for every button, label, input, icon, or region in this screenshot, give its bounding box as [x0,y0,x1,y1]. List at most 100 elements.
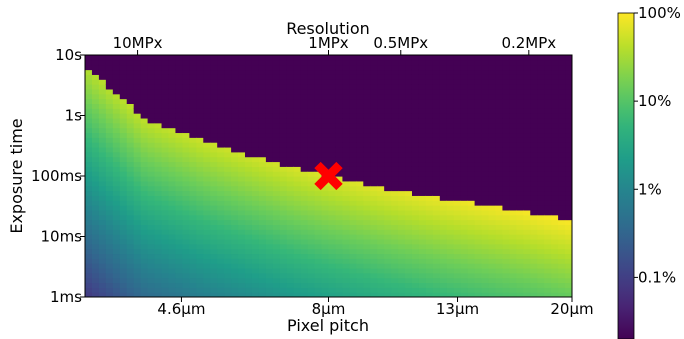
heatmap-cell [558,84,566,90]
heatmap-cell [238,209,246,216]
heatmap-cell [384,74,392,80]
heatmap-cell [460,272,469,279]
heatmap-cell [439,79,448,85]
heatmap-cell [384,214,392,221]
heatmap-cell [210,166,218,172]
heatmap-cell [210,93,218,100]
heatmap-cell [488,195,497,201]
heatmap-cell [544,161,552,167]
heatmap-cell [530,190,538,196]
heatmap-cell [335,161,344,167]
heatmap-cell [509,238,517,245]
heatmap-cell [467,180,476,187]
heatmap-cell [384,122,392,129]
heatmap-cell [231,219,239,225]
heatmap-cell [446,132,455,138]
heatmap-cell [391,142,399,148]
heatmap-cell [85,132,93,138]
heatmap-cell [300,229,309,235]
heatmap-cell [245,88,253,95]
heatmap-cell [112,282,121,288]
heatmap-cell [495,180,504,187]
heatmap-cell [91,219,100,225]
heatmap-cell [314,248,323,255]
heatmap-cell [251,287,260,293]
heatmap-cell [203,209,211,216]
heatmap-cell [551,224,559,230]
heatmap-cell [335,292,344,297]
heatmap-cell [210,229,218,235]
heatmap-cell [425,132,434,138]
heatmap-cell [217,253,225,259]
heatmap-cell [258,180,267,187]
heatmap-cell [203,171,211,177]
heatmap-cell [342,224,350,230]
heatmap-cell [405,234,413,240]
heatmap-cell [196,205,204,211]
heatmap-cell [411,214,420,221]
heatmap-cell [363,176,371,182]
heatmap-cell [91,267,100,274]
heatmap-cell [439,113,448,119]
heatmap-cell [126,74,135,80]
heatmap-cell [398,185,406,192]
heatmap-cell [509,277,517,284]
heatmap-cell [544,127,552,134]
heatmap-cell [140,214,149,221]
heatmap-cell [530,55,538,61]
heatmap-cell [530,151,538,158]
heatmap-cell [168,151,177,158]
heatmap-cell [272,263,281,269]
heatmap-cell [272,272,281,279]
heatmap-cell [411,200,420,206]
heatmap-cell [495,171,504,177]
heatmap-cell [272,161,281,167]
heatmap-cell [453,69,462,75]
heatmap-cell [418,209,427,216]
heatmap-cell [523,238,531,245]
heatmap-cell [439,272,448,279]
heatmap-cell [196,267,204,274]
heatmap-cell [565,142,572,148]
heatmap-cell [217,224,225,230]
heatmap-cell [446,113,455,119]
heatmap-cell [495,122,504,129]
heatmap-cell [140,132,149,138]
heatmap-cell [161,267,170,274]
heatmap-cell [509,59,517,66]
heatmap-cell [328,55,337,61]
heatmap-cell [460,103,469,109]
heatmap-cell [405,287,413,293]
heatmap-cell [251,185,260,192]
heatmap-cell [85,93,93,100]
heatmap-cell [565,248,572,255]
heatmap-cell [245,229,253,235]
heatmap-cell [411,117,420,124]
heatmap-cell [231,161,239,167]
heatmap-cell [203,127,211,134]
heatmap-cell [224,176,232,182]
y-tick-label: 10ms [40,228,82,246]
heatmap-cell [356,234,364,240]
heatmap-cell [453,88,462,95]
heatmap-cell [286,122,295,129]
heatmap-cell [161,205,170,211]
heatmap-cell [377,282,385,288]
heatmap-cell [398,156,406,163]
heatmap-cell [251,219,260,225]
heatmap-cell [342,214,350,221]
heatmap-cell [516,171,524,177]
heatmap-cell [300,137,309,143]
heatmap-cell [551,176,559,182]
heatmap-cell [300,238,309,245]
heatmap-cell [105,59,114,66]
heatmap-cell [509,267,517,274]
heatmap-cell [509,176,517,182]
heatmap-cell [398,88,406,95]
heatmap-cell [384,166,392,172]
heatmap-cell [530,166,538,172]
heatmap-cell [398,209,406,216]
heatmap-cell [140,282,149,288]
heatmap-cell [439,190,448,196]
heatmap-cell [363,292,371,297]
